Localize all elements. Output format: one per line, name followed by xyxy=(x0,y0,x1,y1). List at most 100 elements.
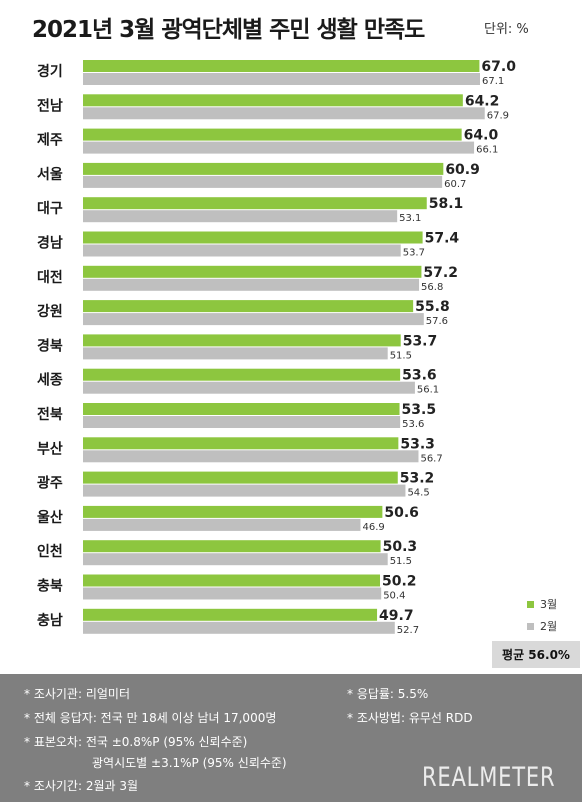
legend-label-march: 3월 xyxy=(540,598,558,611)
bar-march xyxy=(83,231,423,244)
unit-label: 단위: % xyxy=(484,22,529,37)
value-label-february: 51.5 xyxy=(390,556,412,567)
realmeter-logo: REALMETER xyxy=(422,762,556,793)
region-label: 경기 xyxy=(37,63,63,80)
note-agency: * 조사기관: 리얼미터 xyxy=(24,687,130,701)
legend-label-february: 2월 xyxy=(540,620,558,633)
value-label-february: 54.5 xyxy=(407,488,429,499)
average-badge: 평균 56.0% xyxy=(492,641,580,668)
value-label-february: 67.1 xyxy=(482,76,504,87)
bar-february xyxy=(83,553,388,566)
chart-title: 2021년 3월 광역단체별 주민 생활 만족도 xyxy=(32,17,425,43)
bar-february xyxy=(83,107,485,120)
region-label: 서울 xyxy=(37,166,63,183)
bar-march xyxy=(83,437,399,450)
legend: 3월 2월 xyxy=(527,595,582,639)
bar-march xyxy=(83,334,401,347)
bar-february xyxy=(83,381,415,394)
value-label-march: 53.7 xyxy=(403,333,438,349)
region-label: 세종 xyxy=(37,373,63,389)
bar-march xyxy=(83,94,463,107)
value-label-february: 56.8 xyxy=(421,282,443,293)
value-label-march: 57.4 xyxy=(425,231,460,247)
value-label-march: 53.3 xyxy=(400,436,435,452)
value-label-march: 49.7 xyxy=(379,608,414,624)
note-method: * 조사방법: 유무선 RDD xyxy=(347,711,473,725)
footer-notes: * 조사기관: 리얼미터 * 응답률: 5.5% * 전체 응답자: 전국 만 … xyxy=(0,674,582,802)
region-label: 전북 xyxy=(37,406,63,423)
region-label: 대구 xyxy=(37,201,63,217)
region-label: 제주 xyxy=(37,133,63,149)
bar-march xyxy=(83,505,383,518)
value-label-march: 58.1 xyxy=(429,196,464,212)
region-label: 인천 xyxy=(37,543,63,560)
value-label-february: 52.7 xyxy=(397,625,419,636)
bar-march xyxy=(83,300,414,313)
value-label-february: 56.7 xyxy=(420,453,442,464)
value-label-march: 64.0 xyxy=(464,128,499,144)
value-label-march: 50.3 xyxy=(383,539,418,555)
bar-march xyxy=(83,608,378,621)
bar-march xyxy=(83,162,444,175)
legend-swatch-february xyxy=(527,622,534,630)
bar-february xyxy=(83,484,406,497)
bar-february xyxy=(83,347,388,360)
region-label: 광주 xyxy=(37,475,63,492)
region-label: 경남 xyxy=(37,235,63,252)
value-label-february: 53.7 xyxy=(403,248,425,259)
note-respondents: * 전체 응답자: 전국 만 18세 이상 남녀 17,000명 xyxy=(24,711,277,725)
value-label-march: 53.2 xyxy=(400,471,435,487)
note-response-rate: * 응답률: 5.5% xyxy=(347,687,429,701)
region-label: 충북 xyxy=(37,579,63,595)
bar-february xyxy=(83,244,401,257)
bar-march xyxy=(83,574,381,587)
bar-february xyxy=(83,141,475,154)
bar-february xyxy=(83,175,443,188)
bar-february xyxy=(83,73,480,85)
value-label-february: 51.5 xyxy=(390,350,412,361)
region-label: 부산 xyxy=(37,440,63,457)
value-label-february: 53.6 xyxy=(402,419,424,430)
region-label: 울산 xyxy=(37,509,63,526)
value-label-march: 50.6 xyxy=(384,505,419,521)
header: 2021년 3월 광역단체별 주민 생활 만족도 단위: % xyxy=(0,0,582,50)
legend-item-march: 3월 xyxy=(527,595,582,613)
bar-february xyxy=(83,450,419,463)
region-label: 전남 xyxy=(37,97,63,114)
bar-march xyxy=(83,265,422,278)
value-label-march: 55.8 xyxy=(415,299,450,315)
bar-march xyxy=(83,128,462,141)
note-period: * 조사기간: 2월과 3월 xyxy=(24,779,139,793)
region-label: 대전 xyxy=(37,269,63,286)
value-label-february: 46.9 xyxy=(362,522,384,533)
value-label-march: 53.6 xyxy=(402,368,437,384)
bar-february xyxy=(83,518,361,531)
value-label-february: 67.9 xyxy=(487,110,509,121)
region-label: 충남 xyxy=(37,612,63,629)
legend-swatch-march xyxy=(527,600,534,608)
bar-march xyxy=(83,540,381,553)
value-label-february: 66.1 xyxy=(476,145,498,156)
bar-march xyxy=(83,471,398,484)
bar-chart: 경기 67.067.1 전남 64.267.9 제주 64.066.1 서울 60.960.7… xyxy=(37,59,516,636)
bar-february xyxy=(83,587,382,600)
legend-item-february: 2월 xyxy=(527,617,582,635)
bar-february xyxy=(83,210,398,223)
value-label-february: 57.6 xyxy=(426,316,448,327)
bar-february xyxy=(83,621,395,634)
value-label-february: 53.1 xyxy=(399,213,421,224)
region-label: 경북 xyxy=(37,337,63,354)
value-label-february: 50.4 xyxy=(383,591,405,602)
note-error-regional: 광역시도별 ±3.1%P (95% 신뢰수준) xyxy=(92,756,287,770)
value-label-february: 60.7 xyxy=(444,179,466,190)
value-label-march: 67.0 xyxy=(481,59,516,75)
value-label-march: 53.5 xyxy=(402,402,437,418)
note-error-national: * 표본오차: 전국 ±0.8%P (95% 신뢰수준) xyxy=(24,735,248,749)
bar-march xyxy=(83,403,400,415)
value-label-march: 60.9 xyxy=(445,162,480,178)
value-label-march: 57.2 xyxy=(423,265,458,281)
value-label-march: 64.2 xyxy=(465,93,500,109)
bar-march xyxy=(83,60,480,72)
region-label: 강원 xyxy=(37,303,63,320)
bar-march xyxy=(83,368,401,381)
